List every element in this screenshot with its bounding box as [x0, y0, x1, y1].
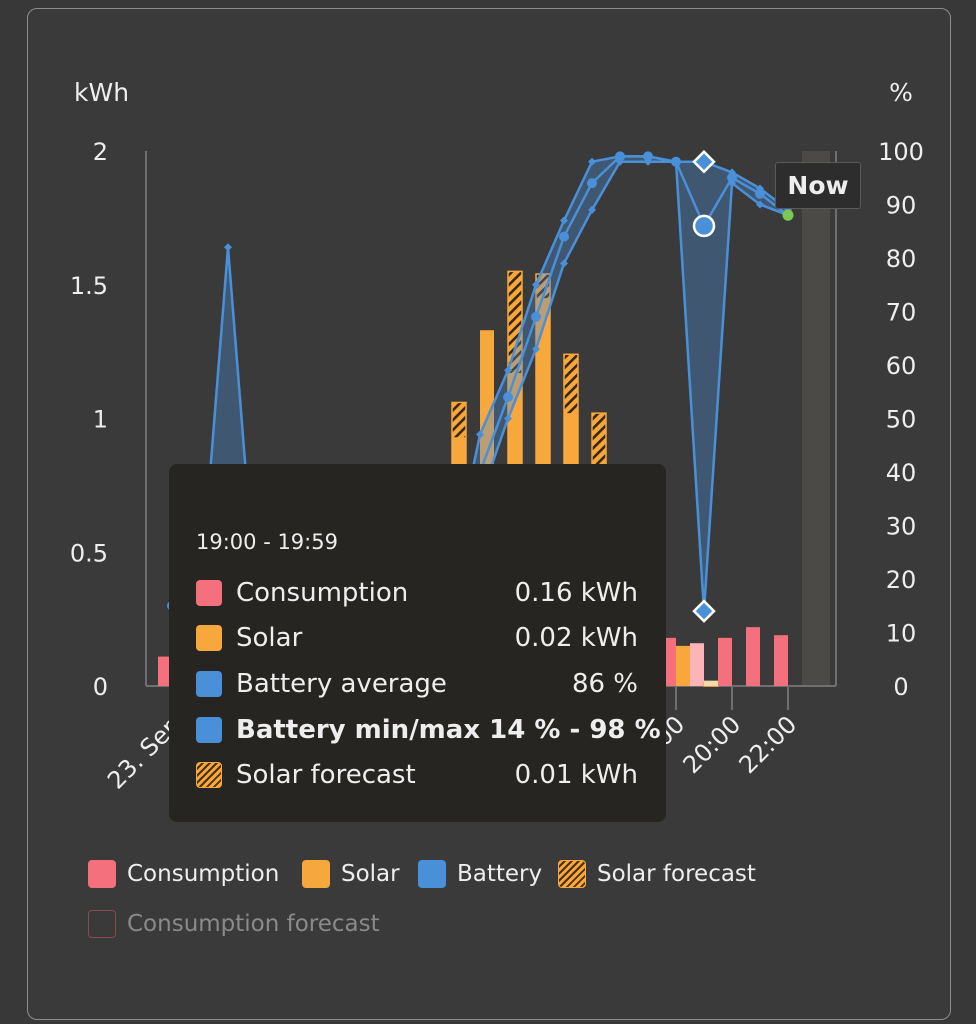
- battery-average-point: [559, 231, 569, 242]
- legend-consumption-forecast[interactable]: Consumption forecast: [88, 910, 380, 938]
- tooltip-value: 86 %: [571, 669, 638, 699]
- battery-average-point: [671, 156, 681, 167]
- legend-label: Solar: [341, 861, 400, 887]
- now-label: Now: [775, 162, 861, 209]
- legend-battery[interactable]: Battery: [418, 860, 542, 888]
- left-tick-label: 1.5: [70, 272, 108, 300]
- battery-minmax-marker: [560, 259, 568, 268]
- battery-average-point: [615, 151, 625, 162]
- consumption-bar: [158, 656, 172, 686]
- right-tick-label: 20: [886, 566, 917, 594]
- battery-average-point: [587, 178, 597, 189]
- tooltip-row-battery-average: Battery average 86 %: [196, 666, 638, 702]
- battery-minmax-marker: [560, 216, 568, 225]
- left-tick-label: 1: [93, 406, 108, 434]
- right-axis-title: %: [889, 78, 913, 107]
- tooltip-row-battery-minmax: Battery min/max 14 % - 98 %: [196, 712, 661, 748]
- battery-minmax-marker: [692, 149, 716, 174]
- battery-minmax-marker: [504, 414, 512, 423]
- tooltip-value: 0.02 kWh: [514, 623, 638, 653]
- solar-bar: [676, 645, 690, 686]
- consumption-swatch: [88, 860, 116, 888]
- tooltip-value: 0.01 kWh: [514, 760, 638, 790]
- x-tick-label: 20:00: [678, 710, 747, 779]
- left-axis-title: kWh: [74, 78, 129, 107]
- tooltip-label: Solar forecast: [236, 760, 416, 790]
- left-tick-label: 0.5: [70, 539, 108, 567]
- right-tick-label: 50: [886, 406, 917, 434]
- legend-label: Consumption forecast: [127, 911, 380, 937]
- consumption-bar: [746, 627, 760, 686]
- legend-consumption[interactable]: Consumption: [88, 860, 279, 888]
- right-tick-label: 60: [886, 352, 917, 380]
- battery-minmax-marker: [476, 430, 484, 439]
- battery-average-point: [755, 188, 765, 199]
- legend-label: Solar forecast: [597, 861, 756, 887]
- battery-swatch: [196, 671, 222, 697]
- right-tick-label: 30: [886, 513, 917, 541]
- solar-swatch: [302, 860, 330, 888]
- tooltip-label: Consumption: [236, 578, 409, 608]
- tooltip-label: Battery min/max: [236, 715, 481, 745]
- left-tick-label: 0: [93, 673, 108, 701]
- battery-current-point: [782, 209, 794, 221]
- battery-minmax-marker: [756, 200, 764, 209]
- tooltip-row-solar: Solar 0.02 kWh: [196, 620, 638, 656]
- battery-average-point: [503, 392, 513, 403]
- tooltip-value: 14 % - 98 %: [489, 715, 661, 745]
- legend-solar-forecast[interactable]: Solar forecast: [558, 860, 756, 888]
- tooltip-value: 0.16 kWh: [514, 578, 638, 608]
- right-tick-label: 40: [886, 459, 917, 487]
- solar-forecast-swatch: [558, 860, 586, 888]
- tooltip-row-solar-forecast: Solar forecast 0.01 kWh: [196, 757, 638, 793]
- battery-minmax-marker: [532, 344, 540, 353]
- battery-minmax-marker: [692, 599, 716, 623]
- solar-forecast-swatch: [196, 762, 222, 788]
- tooltip-label: Battery average: [236, 669, 447, 699]
- x-tick-label: 22:00: [734, 710, 803, 779]
- battery-swatch: [418, 860, 446, 888]
- consumption-forecast-swatch: [88, 910, 116, 938]
- battery-minmax-marker: [224, 243, 232, 252]
- legend-solar[interactable]: Solar: [302, 860, 400, 888]
- tooltip-header: 19:00 - 19:59: [196, 530, 338, 554]
- battery-minmax-marker: [588, 157, 596, 166]
- right-tick-label: 70: [886, 299, 917, 327]
- consumption-bar: [718, 637, 732, 686]
- battery-minmax-marker: [532, 280, 540, 289]
- now-band: [802, 151, 830, 686]
- consumption-bar: [690, 643, 704, 686]
- right-tick-label: 80: [886, 245, 917, 273]
- battery-average-point: [727, 172, 737, 183]
- tooltip-label: Solar: [236, 623, 303, 653]
- battery-average-point: [643, 151, 653, 162]
- legend-label: Consumption: [127, 861, 280, 887]
- battery-minmax-marker: [588, 205, 596, 214]
- battery-swatch: [196, 717, 222, 743]
- battery-minmax-marker: [504, 366, 512, 375]
- solar-swatch: [196, 625, 222, 651]
- right-tick-label: 10: [886, 620, 917, 648]
- legend-label: Battery: [457, 861, 543, 887]
- left-tick-label: 2: [93, 138, 108, 166]
- right-tick-label: 100: [878, 138, 924, 166]
- right-tick-label: 90: [886, 192, 917, 220]
- battery-average-point: [531, 311, 541, 322]
- consumption-swatch: [196, 580, 222, 606]
- tooltip-row-consumption: Consumption 0.16 kWh: [196, 575, 638, 611]
- right-tick-label: 0: [893, 673, 908, 701]
- battery-average-point: [692, 214, 716, 238]
- tooltip: 19:00 - 19:59 Consumption 0.16 kWh Solar…: [169, 464, 666, 822]
- consumption-bar: [774, 635, 788, 686]
- solar-bar: [704, 680, 718, 686]
